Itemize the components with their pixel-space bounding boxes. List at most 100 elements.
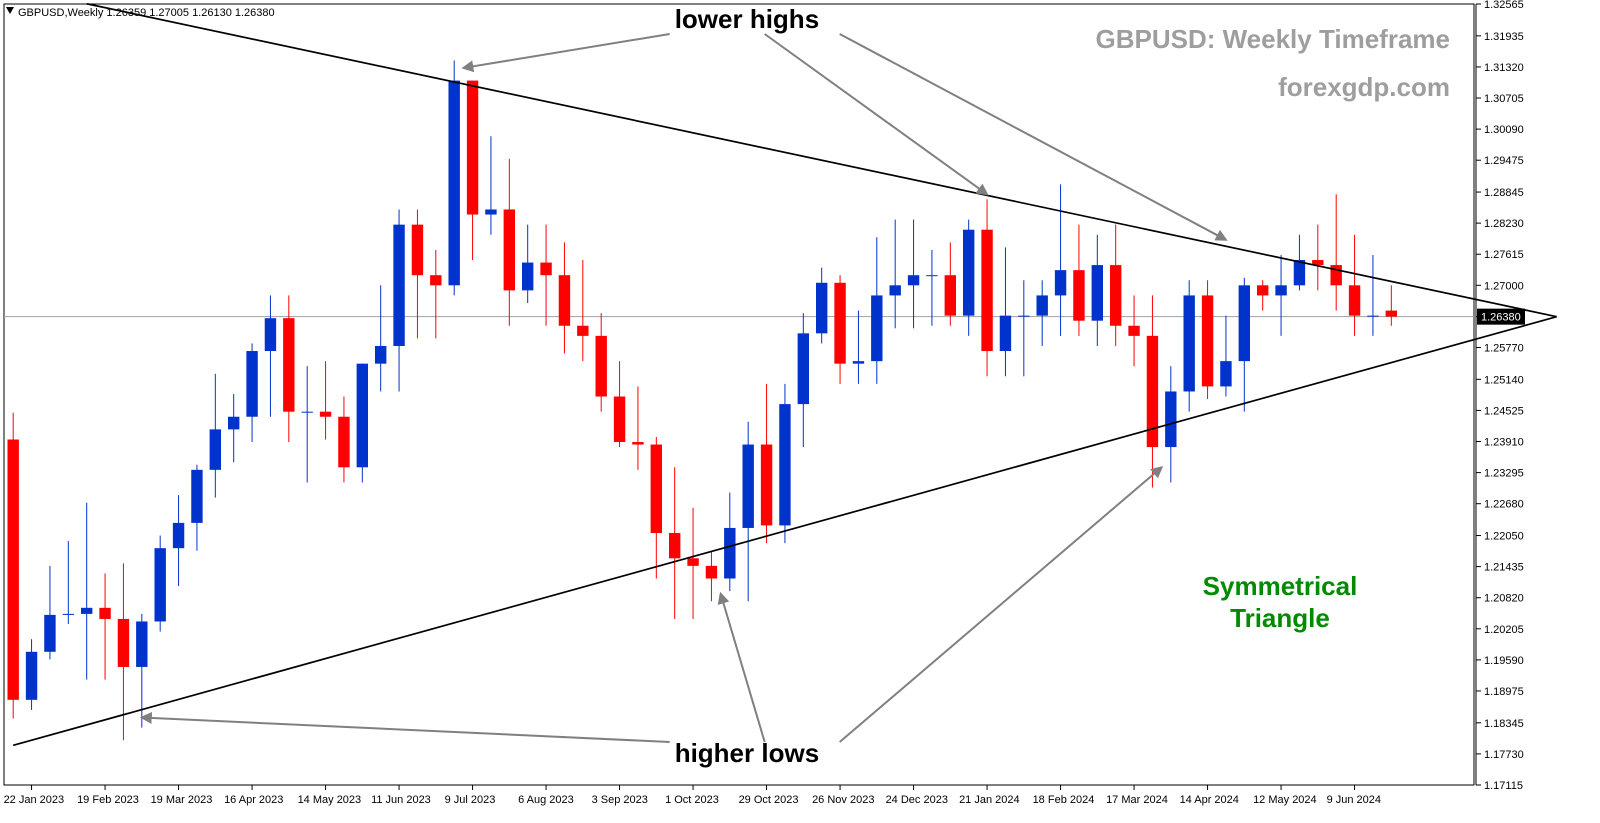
candle-body [669,533,680,558]
candle-body [191,470,202,523]
candle-body [357,364,368,468]
x-tick-label: 12 May 2024 [1253,794,1317,806]
y-tick-label: 1.20820 [1484,593,1524,605]
candle-body [375,346,386,364]
candle-body [651,445,662,533]
candle-body [614,397,625,442]
chart-svg: GBPUSD,Weekly 1.26359 1.27005 1.26130 1.… [0,0,1600,823]
candle-body [412,225,423,276]
annotation-arrow [721,594,765,742]
x-tick-label: 29 Oct 2023 [739,794,799,806]
x-tick-label: 21 Jan 2024 [959,794,1020,806]
candle-body [63,614,74,615]
y-tick-label: 1.27000 [1484,280,1524,292]
y-tick-label: 1.25770 [1484,342,1524,354]
candle-body [1055,270,1066,295]
candle-body [485,209,496,214]
candle-body [1018,316,1029,317]
y-tick-label: 1.17115 [1484,780,1523,792]
y-tick-label: 1.18975 [1484,686,1524,698]
candle-body [467,81,478,215]
y-tick-label: 1.30705 [1484,93,1524,105]
lower-trendline [13,317,1557,746]
y-tick-label: 1.27615 [1484,249,1524,261]
x-tick-label: 6 Aug 2023 [518,794,574,806]
annotation-label: higher lows [675,738,819,768]
y-tick-label: 1.22680 [1484,499,1524,511]
x-tick-label: 19 Feb 2023 [77,794,139,806]
candle-body [1257,285,1268,295]
plot-border [4,4,1474,785]
y-tick-label: 1.18345 [1484,718,1524,730]
y-tick-label: 1.31935 [1484,31,1524,43]
y-tick-label: 1.32565 [1484,0,1524,11]
y-tick-label: 1.22050 [1484,531,1524,543]
source-label: forexgdp.com [1278,72,1450,102]
candle-body [504,209,515,290]
x-tick-label: 3 Sep 2023 [592,794,648,806]
x-tick-label: 9 Jul 2023 [445,794,496,806]
x-tick-label: 16 Apr 2023 [224,794,283,806]
candle-body [154,548,165,621]
x-tick-label: 14 Apr 2024 [1180,794,1239,806]
candle-body [522,263,533,291]
candle-body [1294,260,1305,285]
candle-body [265,318,276,351]
candle-body [540,263,551,276]
annotation-arrow [463,34,669,68]
y-tick-label: 1.31320 [1484,62,1524,74]
candle-body [981,230,992,351]
annotation-arrow [840,34,1226,240]
candle-body [301,412,312,413]
x-tick-label: 17 Mar 2024 [1106,794,1168,806]
candle-body [1165,391,1176,447]
candle-body [26,652,37,700]
y-tick-label: 1.30090 [1484,124,1524,136]
candle-body [798,333,809,404]
x-tick-label: 14 May 2023 [298,794,362,806]
price-tag-label: 1.26380 [1481,312,1521,324]
y-tick-label: 1.23295 [1484,468,1524,480]
annotation-arrow [142,718,670,742]
y-tick-label: 1.20205 [1484,624,1524,636]
candle-body [963,230,974,316]
candle-body [1275,285,1286,295]
chart-container: GBPUSD,Weekly 1.26359 1.27005 1.26130 1.… [0,0,1600,823]
candle-body [99,608,110,619]
candle-body [816,283,827,334]
y-tick-label: 1.17730 [1484,749,1524,761]
dropdown-icon[interactable] [6,7,14,14]
y-tick-label: 1.25140 [1484,374,1524,386]
annotation-label: lower highs [675,4,819,34]
candle-body [1000,316,1011,351]
candle-body [320,412,331,417]
y-tick-label: 1.28230 [1484,218,1524,230]
candle-body [632,442,643,445]
candle-body [7,439,18,699]
y-tick-label: 1.23910 [1484,437,1524,449]
candle-body [81,608,92,614]
x-tick-label: 18 Feb 2024 [1033,794,1095,806]
annotation-arrow [840,467,1162,742]
candle-body [1110,265,1121,326]
candle-body [1036,295,1047,315]
candle-body [136,621,147,666]
candle-body [430,275,441,285]
candle-body [871,295,882,361]
candle-body [577,326,588,336]
candle-body [1073,270,1084,321]
candle-body [173,523,184,548]
candle-body [448,81,459,286]
candle-body [724,528,735,579]
candle-body [44,615,55,652]
pattern-label-2: Triangle [1230,603,1330,633]
x-tick-label: 19 Mar 2023 [151,794,213,806]
candle-body [1183,295,1194,391]
chart-title: GBPUSD: Weekly Timeframe [1095,24,1450,54]
candle-body [595,336,606,397]
y-tick-label: 1.24525 [1484,405,1524,417]
candle-body [559,275,570,326]
x-tick-label: 11 Jun 2023 [371,794,431,806]
candle-body [687,558,698,566]
candle-body [118,619,129,667]
